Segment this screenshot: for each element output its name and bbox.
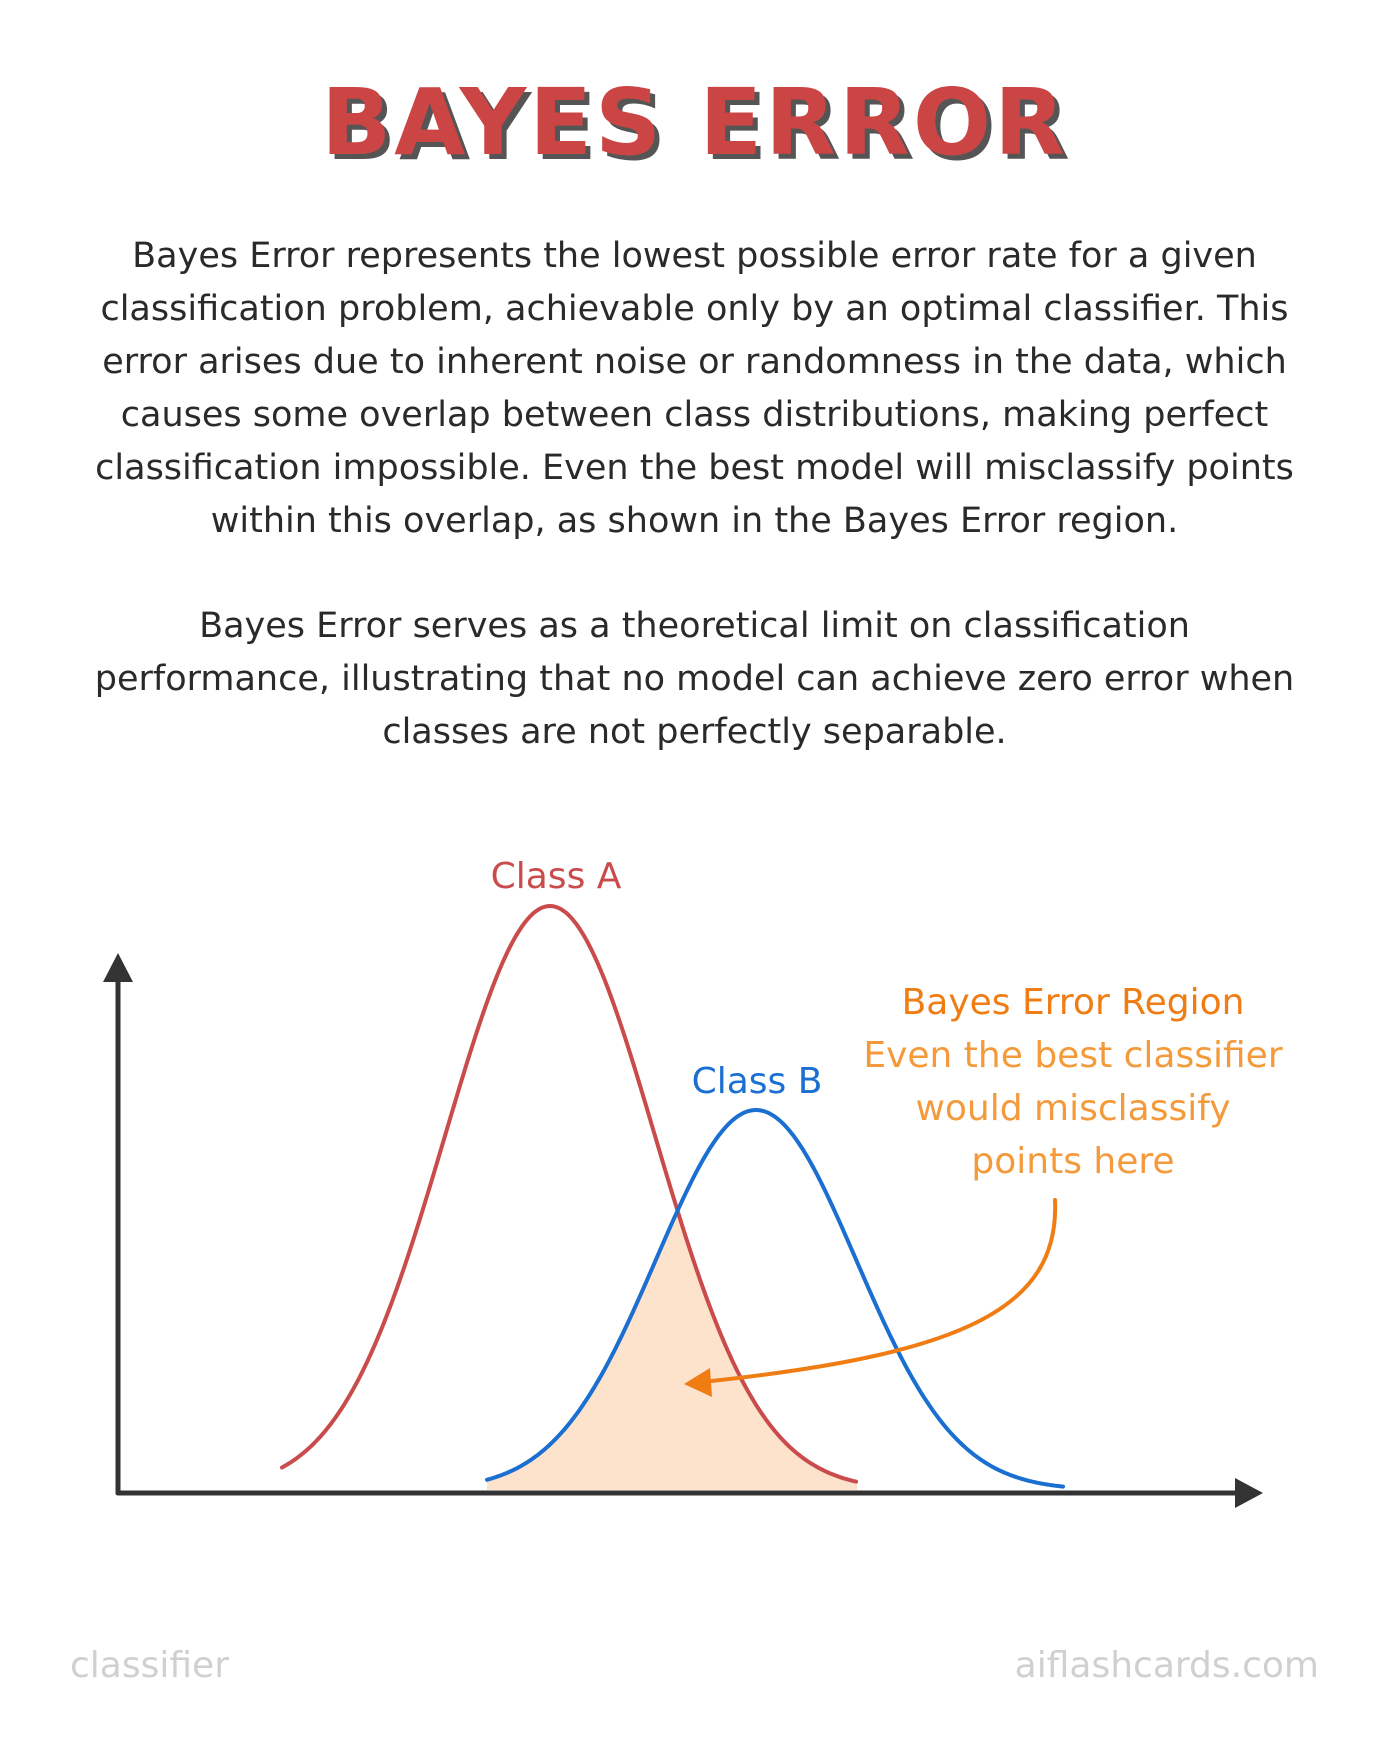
class-b-curve — [485, 1108, 1065, 1489]
annotation-line-3: points here — [971, 1141, 1174, 1182]
annotation-arrowhead — [684, 1368, 712, 1397]
annotation-title: Bayes Error Region — [902, 982, 1245, 1023]
annotation-line-2: would misclassify — [915, 1088, 1230, 1129]
x-axis-arrowhead — [1235, 1478, 1263, 1508]
footer-topic-label: classifier — [70, 1645, 229, 1686]
annotation-line-1: Even the best classifier — [863, 1035, 1282, 1076]
class-b-label: Class B — [692, 1061, 823, 1102]
class-a-curve — [280, 903, 858, 1484]
class-a-label: Class A — [491, 856, 622, 897]
annotation-arrow — [700, 1198, 1058, 1384]
bayes-error-region — [487, 1211, 857, 1490]
description-paragraph-2: Bayes Error serves as a theoretical limi… — [94, 606, 1295, 752]
footer-site-label: aiflashcards.com — [1014, 1645, 1319, 1686]
description-paragraph-1: Bayes Error represents the lowest possib… — [95, 236, 1294, 541]
y-axis-arrowhead — [103, 953, 133, 982]
page-title: BAYES ERROR — [321, 69, 1068, 176]
